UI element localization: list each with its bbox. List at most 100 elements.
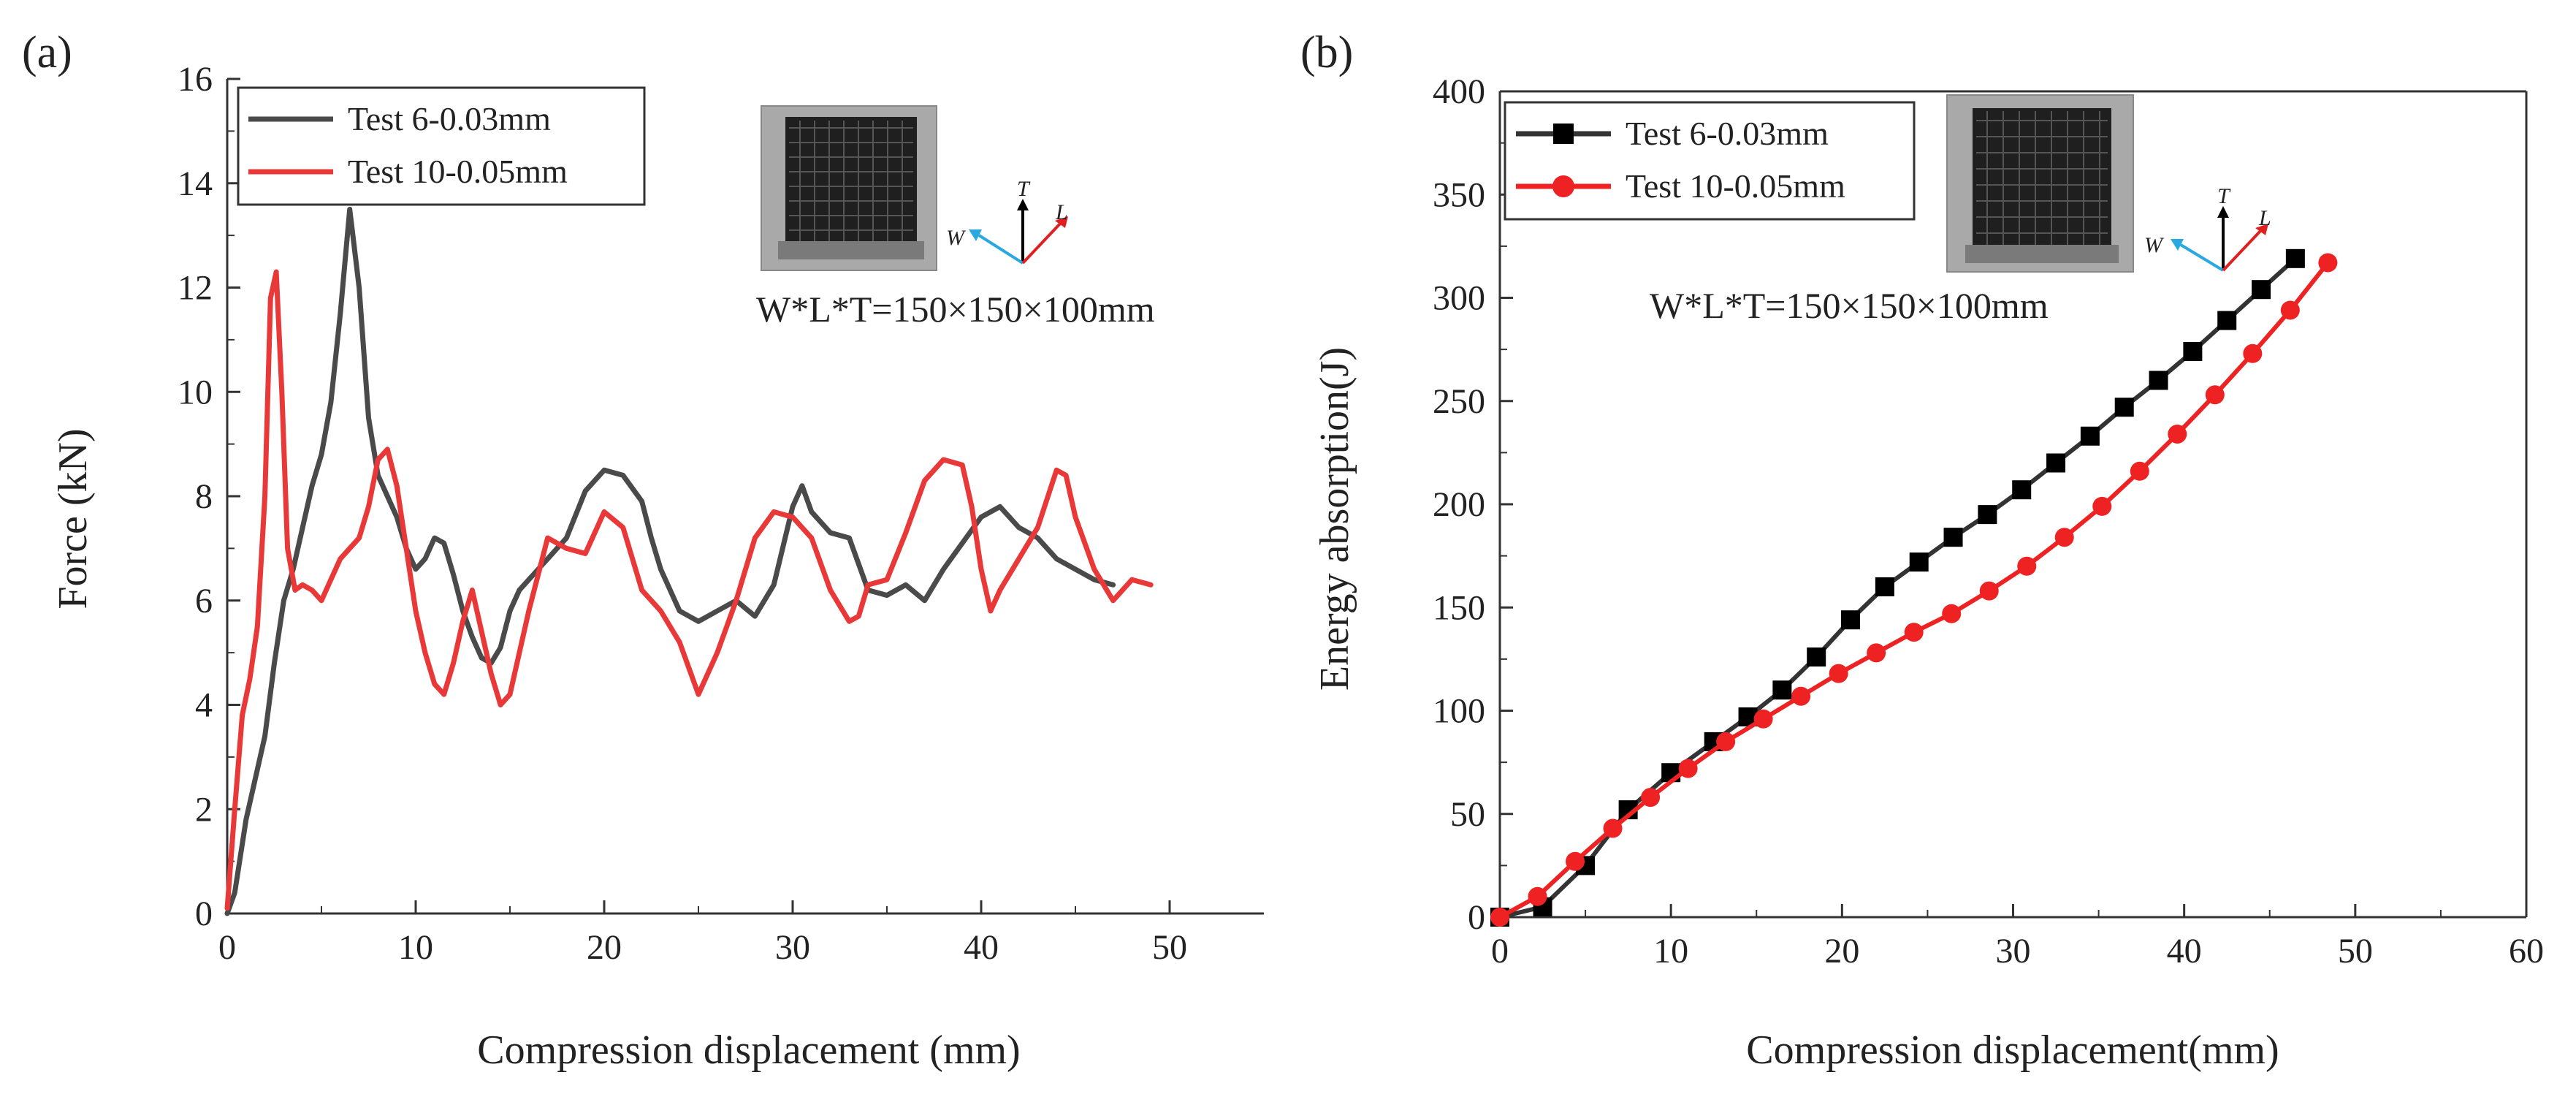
data-point-square xyxy=(1943,528,1963,547)
series-line-2 xyxy=(1498,260,2331,919)
x-tick-label: 30 xyxy=(1996,932,2031,970)
panel-b-legend: Test 6-0.03mm Test 10-0.05mm xyxy=(1504,101,1916,221)
data-point-circle xyxy=(2243,343,2263,363)
x-tick-label: 10 xyxy=(1653,932,1688,970)
data-point-square xyxy=(2012,480,2032,500)
data-point-circle xyxy=(2205,385,2225,405)
y-tick-label: 100 xyxy=(1433,692,1485,731)
legend-b-label-test10: Test 10-0.05mm xyxy=(1626,167,1845,205)
y-tick-label: 0 xyxy=(195,894,213,933)
chart-panel-a: (a) 0 10 20 30 40 50 0 2 4 6 8 10 12 14 16 Compression… xyxy=(22,28,1264,1073)
x-tick-label: 50 xyxy=(1152,928,1187,967)
y-tick-label: 10 xyxy=(178,373,213,411)
data-point-circle xyxy=(2092,496,2112,516)
panel-a-plot-area: 0 10 20 30 40 50 0 2 4 6 8 10 12 14 16 xyxy=(178,60,1264,967)
y-tick-label: 200 xyxy=(1433,485,1485,524)
data-point-circle xyxy=(1791,686,1811,706)
x-tick-label: 0 xyxy=(1491,932,1509,970)
x-tick-label: 30 xyxy=(775,928,810,967)
y-tick-label: 50 xyxy=(1450,795,1485,834)
y-tick-label: 250 xyxy=(1433,382,1485,421)
data-point-circle xyxy=(1942,604,1962,623)
y-tick-label: 6 xyxy=(195,582,213,620)
legend-b-label-test6: Test 6-0.03mm xyxy=(1626,115,1829,152)
x-tick-label: 40 xyxy=(2167,932,2202,970)
data-point-square xyxy=(2285,248,2305,268)
panel-a-x-axis-label: Compression displacement (mm) xyxy=(477,1027,1020,1073)
x-tick-label: 50 xyxy=(2338,932,2373,970)
data-point-circle xyxy=(2280,300,2300,320)
panel-b-orientation-axes: T W L xyxy=(2144,184,2271,272)
x-tick-label: 60 xyxy=(2509,932,2544,970)
panel-b-y-axis-label: Energy absorption(J) xyxy=(1312,347,1357,691)
panel-b-w-letter: W xyxy=(2144,233,2165,257)
data-point-circle xyxy=(2054,528,2074,547)
panel-a-dimensions-note: W*L*T=150×150×100mm xyxy=(756,289,1155,330)
legend-b-marker-square xyxy=(1553,124,1574,144)
y-tick-label: 350 xyxy=(1433,175,1485,214)
panel-a-legend: Test 6-0.03mm Test 10-0.05mm xyxy=(237,86,646,206)
data-point-circle xyxy=(1829,664,1848,683)
y-tick-label: 14 xyxy=(178,164,213,203)
panel-a-specimen-photo xyxy=(761,105,937,271)
data-point-circle xyxy=(2017,556,2037,576)
panel-b-plot-area: 0 10 20 30 40 50 60 0 50 100 150 200 250 300 350 400 xyxy=(1433,72,2544,970)
data-point-square xyxy=(1909,552,1929,572)
y-tick-label: 150 xyxy=(1433,588,1485,627)
y-tick-label: 400 xyxy=(1433,72,1485,111)
y-tick-label: 8 xyxy=(195,477,213,516)
x-tick-label: 20 xyxy=(587,928,622,967)
panel-a-w-letter: W xyxy=(946,226,967,250)
y-tick-label: 0 xyxy=(1468,898,1485,937)
chart-panel-b: (b) 0 10 20 30 40 50 60 0 50 100 150 200 250 300 350 40… xyxy=(1300,28,2544,1073)
data-point-circle xyxy=(1979,581,1999,601)
data-point-square xyxy=(1807,647,1826,667)
panel-b-t-letter: T xyxy=(2217,184,2231,208)
y-tick-label: 4 xyxy=(195,686,213,725)
x-tick-label: 0 xyxy=(218,928,236,967)
y-tick-label: 16 xyxy=(178,60,213,99)
data-point-circle xyxy=(1904,623,1924,642)
data-point-circle xyxy=(1641,788,1661,808)
legend-b-marker-circle xyxy=(1552,175,1574,197)
x-tick-label: 20 xyxy=(1824,932,1859,970)
data-point-square xyxy=(1978,505,1997,525)
panel-b-dimensions-note: W*L*T=150×150×100mm xyxy=(1650,285,2049,326)
data-point-circle xyxy=(1678,759,1698,778)
y-tick-label: 300 xyxy=(1433,279,1485,318)
panel-a-label: (a) xyxy=(22,28,72,77)
panel-a-y-axis-label: Force (kN) xyxy=(50,428,96,609)
data-point-circle xyxy=(1566,851,1585,871)
y-tick-label: 2 xyxy=(195,790,213,829)
panel-a-orientation-axes: T W L xyxy=(946,177,1068,265)
x-tick-label: 10 xyxy=(398,928,433,967)
data-point-circle xyxy=(1528,886,1547,906)
data-point-square xyxy=(2080,426,2100,446)
panel-b-l-letter: L xyxy=(2258,206,2271,230)
data-point-square xyxy=(1841,610,1861,630)
data-point-square xyxy=(2217,311,2237,330)
panel-a-t-letter: T xyxy=(1017,177,1031,201)
panel-a-l-letter: L xyxy=(1055,200,1068,224)
data-point-circle xyxy=(1716,732,1736,751)
legend-label-test10: Test 10-0.05mm xyxy=(348,153,568,190)
data-point-square xyxy=(2046,453,2066,473)
data-point-circle xyxy=(2130,461,2149,481)
data-point-circle xyxy=(2318,253,2338,273)
data-point-square xyxy=(2252,280,2271,300)
series-line-2 xyxy=(224,269,1154,911)
data-point-circle xyxy=(2168,424,2187,444)
data-point-circle xyxy=(1867,643,1886,663)
panel-b-specimen-photo xyxy=(1946,94,2134,273)
data-point-square xyxy=(1875,577,1894,596)
data-point-circle xyxy=(1603,818,1623,838)
data-point-square xyxy=(1772,680,1792,700)
data-point-circle xyxy=(1490,908,1509,927)
data-point-square xyxy=(2114,398,2134,417)
panel-b-label: (b) xyxy=(1300,28,1353,77)
data-point-circle xyxy=(1753,709,1773,729)
panel-b-x-axis-label: Compression displacement(mm) xyxy=(1746,1027,2279,1073)
data-point-square xyxy=(2183,341,2203,361)
x-tick-label: 40 xyxy=(964,928,999,967)
